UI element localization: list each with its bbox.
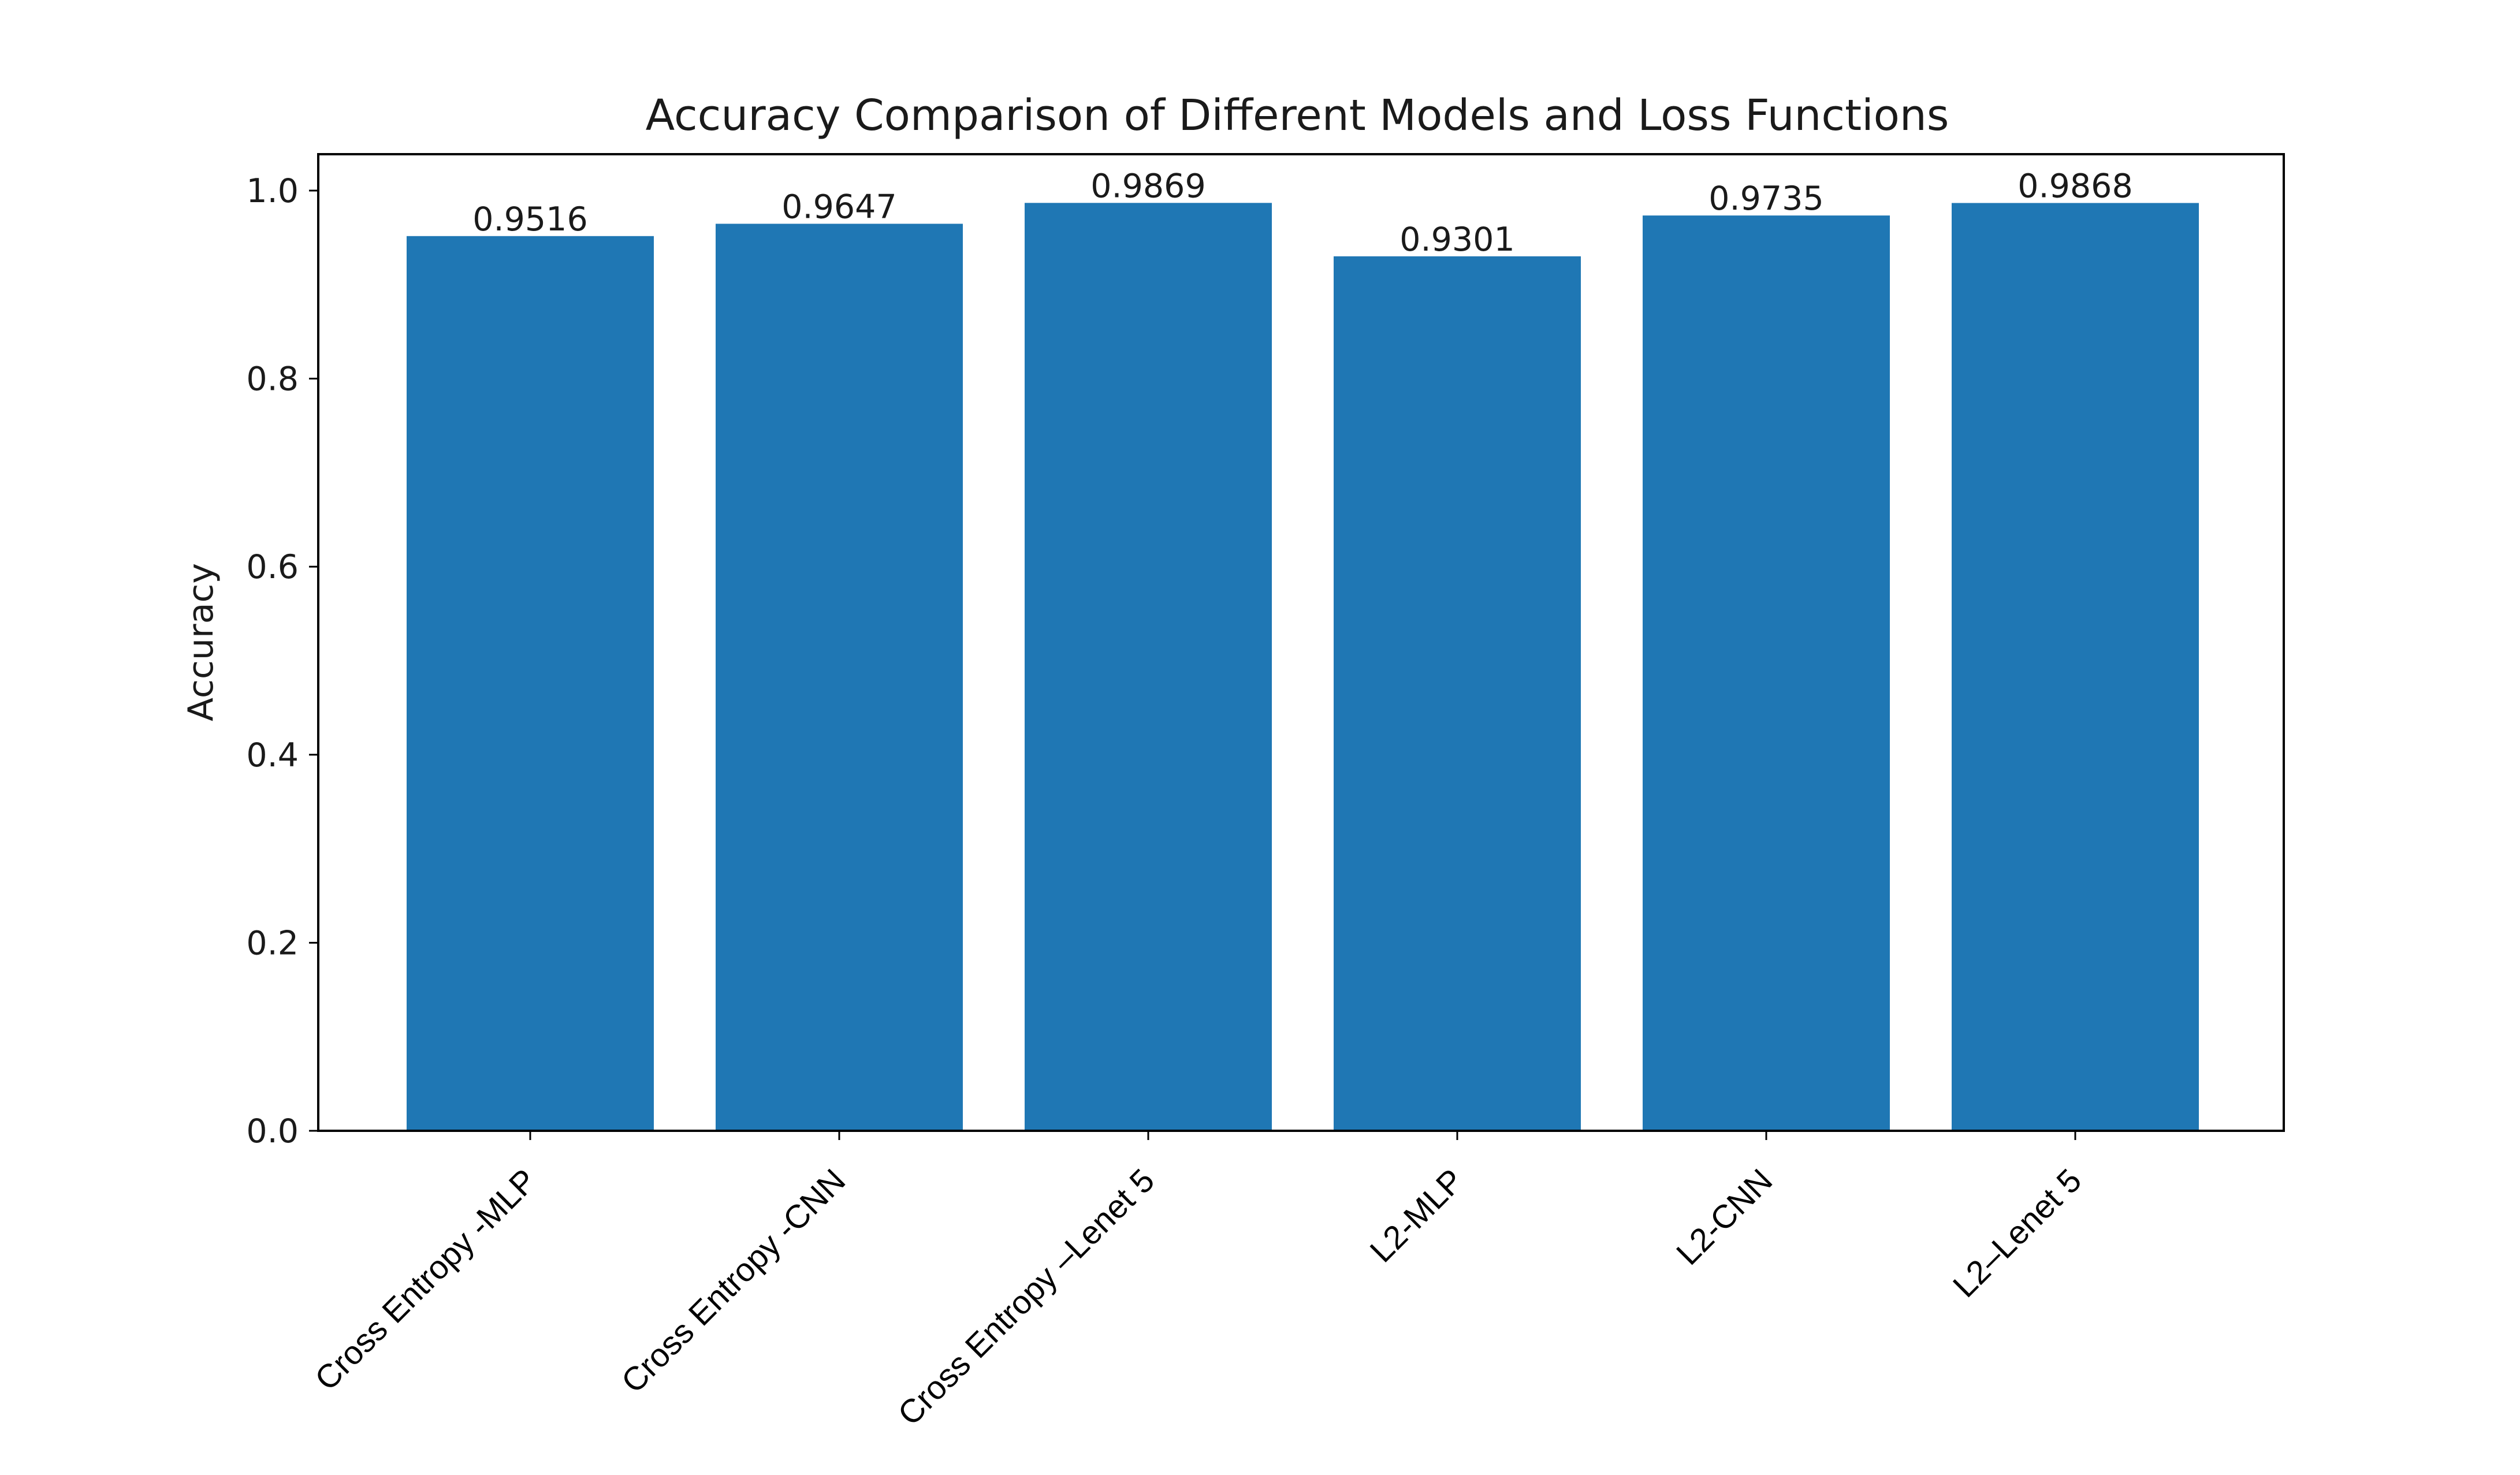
bar-5 bbox=[1643, 215, 1890, 1131]
plot-area-frame bbox=[317, 153, 2285, 1132]
y-axis-ticks: 0.0 0.2 0.4 0.6 0.8 1.0 bbox=[246, 172, 318, 1150]
y-tick-label-2: 0.2 bbox=[246, 924, 299, 962]
y-axis-label: Accuracy bbox=[181, 563, 221, 721]
data-labels-layer: 0.9516 0.9647 0.9869 0.9301 0.9735 0.9868 bbox=[472, 167, 2132, 258]
y-tick-label-6: 1.0 bbox=[246, 172, 299, 210]
y-tick-label-4: 0.6 bbox=[246, 548, 299, 586]
bar-2 bbox=[716, 224, 963, 1131]
bar-4 bbox=[1334, 256, 1581, 1131]
y-tick-label-3: 0.4 bbox=[246, 736, 299, 774]
bar-value-label-4: 0.9301 bbox=[1399, 221, 1514, 259]
chart-title: Accuracy Comparison of Different Models … bbox=[646, 91, 1949, 140]
bar-value-label-2: 0.9647 bbox=[781, 188, 896, 226]
bar-3 bbox=[1025, 203, 1272, 1131]
bars-layer bbox=[407, 203, 2199, 1131]
bar-6 bbox=[1952, 203, 2199, 1131]
bar-value-label-6: 0.9868 bbox=[2018, 167, 2132, 205]
bar-value-label-3: 0.9869 bbox=[1090, 167, 1205, 205]
bar-value-label-1: 0.9516 bbox=[472, 200, 587, 239]
y-tick-label-5: 0.8 bbox=[246, 360, 299, 398]
y-tick-label-1: 0.0 bbox=[246, 1112, 299, 1150]
bar-1 bbox=[407, 236, 654, 1131]
bar-value-label-5: 0.9735 bbox=[1708, 180, 1823, 218]
